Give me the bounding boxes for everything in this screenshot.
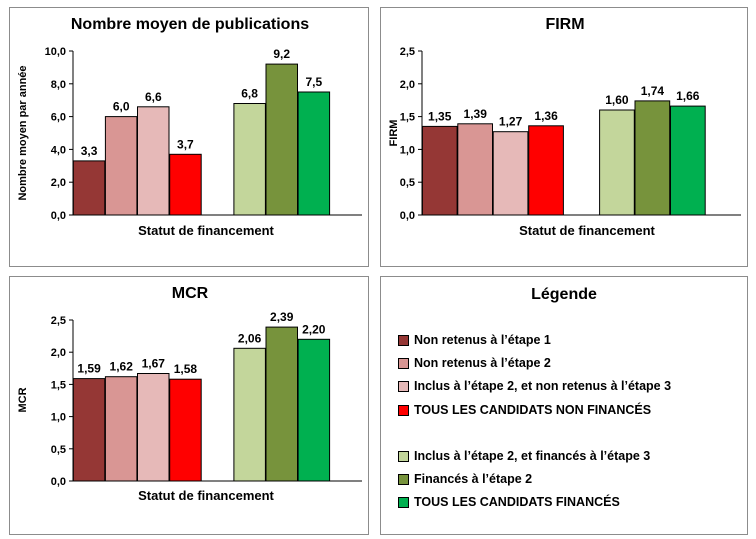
legend-swatch [398,404,409,416]
bar [137,106,170,216]
legend-label: Financés à l’étape 2 [414,472,533,486]
y-tick-label: 0,5 [51,444,66,456]
x-axis-label: Statut de financement [138,223,274,238]
y-tick-label: 1,0 [400,144,415,156]
data-label: 3,3 [81,144,98,158]
legend-item: TOUS LES CANDIDATS FINANCÉS [398,492,620,512]
y-tick-label: 1,5 [400,112,415,124]
data-label: 1,60 [605,93,629,107]
x-axis-label: Statut de financement [138,488,274,503]
chart-panel-mcr: MCR MCR Statut de financement 0,0 0,5 1,0 1,5 2… [9,276,369,535]
y-tick-label: 0,0 [400,210,415,222]
y-tick-label: 1,0 [51,412,66,424]
legend-label: Non retenus à l’étape 1 [414,333,551,347]
data-label: 3,7 [177,137,194,151]
legend-panel: Légende Non retenus à l’étape 1 Non rete… [380,276,748,535]
legend-item: Inclus à l’étape 2, et financés à l’étap… [398,446,650,466]
x-axis-label: Statut de financement [519,223,655,238]
legend-title: Légende [531,286,597,303]
data-label: 9,2 [273,47,290,61]
legend-swatch [398,496,409,508]
legend-label: TOUS LES CANDIDATS NON FINANCÉS [414,403,652,417]
legend-swatch [398,334,409,346]
bar [528,125,564,216]
bar [169,153,202,216]
data-label: 1,67 [142,357,166,371]
chart-mcr: MCR MCR Statut de financement 0,0 0,5 1,0 1,5 2… [17,285,362,503]
y-tick-label: 4,0 [51,144,66,156]
bar [233,347,266,482]
bar [492,131,529,216]
y-tick-label: 2,5 [400,46,415,58]
y-tick-label: 1,5 [51,379,66,391]
legend-item: Inclus à l’étape 2, et non retenus à l’é… [398,376,671,396]
data-label: 6,0 [113,100,130,114]
data-label: 1,36 [534,109,558,123]
y-tick-label: 0,5 [400,177,415,189]
bar [265,63,298,216]
chart-firm: FIRM FIRM Statut de financement 0,0 0,5 1,0 1,… [388,16,741,238]
y-axis-label: MCR [17,387,29,412]
legend-item: Non retenus à l’étape 2 [398,353,551,373]
legend-swatch [398,450,409,462]
bar [457,123,494,216]
data-label: 1,74 [641,84,665,98]
bar [72,160,106,216]
y-tick-label: 8,0 [51,79,66,91]
chart-panel-publications: Nombre moyen de publications Nombre moyen… [9,7,369,267]
data-label: 2,06 [238,331,262,345]
y-tick-label: 2,0 [400,79,415,91]
chart-title: Nombre moyen de publications [71,16,309,33]
data-label: 1,62 [110,360,134,374]
y-axis-label: FIRM [388,120,400,147]
legend-swatch [398,380,409,392]
bar [104,376,138,482]
legend-swatch [398,357,409,369]
bar [297,338,331,482]
data-label: 1,27 [499,115,523,129]
bar [670,105,706,216]
legend-label: TOUS LES CANDIDATS FINANCÉS [414,495,620,509]
chart-title: FIRM [545,16,584,33]
bar [634,100,671,216]
bar [599,109,635,216]
data-label: 2,20 [302,322,326,336]
bar [169,378,202,482]
bar [421,125,458,216]
data-label: 2,39 [270,310,294,324]
legend-item: Non retenus à l’étape 1 [398,330,551,350]
data-label: 1,58 [174,362,198,376]
y-axis-label: Nombre moyen par année [17,65,29,200]
data-label: 1,66 [676,89,700,103]
y-tick-label: 2,0 [51,177,66,189]
data-label: 1,39 [464,107,488,121]
bar [233,103,266,216]
bar [137,373,170,482]
chart-panel-firm: FIRM FIRM Statut de financement 0,0 0,5 1,0 1,… [380,7,748,267]
y-tick-label: 6,0 [51,112,66,124]
data-label: 7,5 [305,75,322,89]
legend-label: Inclus à l’étape 2, et non retenus à l’é… [414,379,672,393]
data-label: 6,8 [241,87,258,101]
legend-label: Non retenus à l’étape 2 [414,356,551,370]
bar [297,91,331,216]
legend-label: Inclus à l’étape 2, et financés à l’étap… [414,449,651,463]
bar [265,326,298,482]
y-tick-label: 2,0 [51,347,66,359]
chart-title: MCR [172,285,209,302]
y-tick-label: 2,5 [51,315,66,327]
y-tick-label: 0,0 [51,210,66,222]
data-label: 1,59 [77,362,101,376]
legend-item: Financés à l’étape 2 [398,469,532,489]
y-tick-label: 0,0 [51,476,66,488]
data-label: 1,35 [428,109,452,123]
bar [72,378,106,482]
data-label: 6,6 [145,90,162,104]
bar [104,116,138,216]
legend-swatch [398,473,409,485]
y-tick-label: 10,0 [45,46,66,58]
legend-item: TOUS LES CANDIDATS NON FINANCÉS [398,400,651,420]
chart-publications: Nombre moyen de publications Nombre moyen… [17,16,362,238]
